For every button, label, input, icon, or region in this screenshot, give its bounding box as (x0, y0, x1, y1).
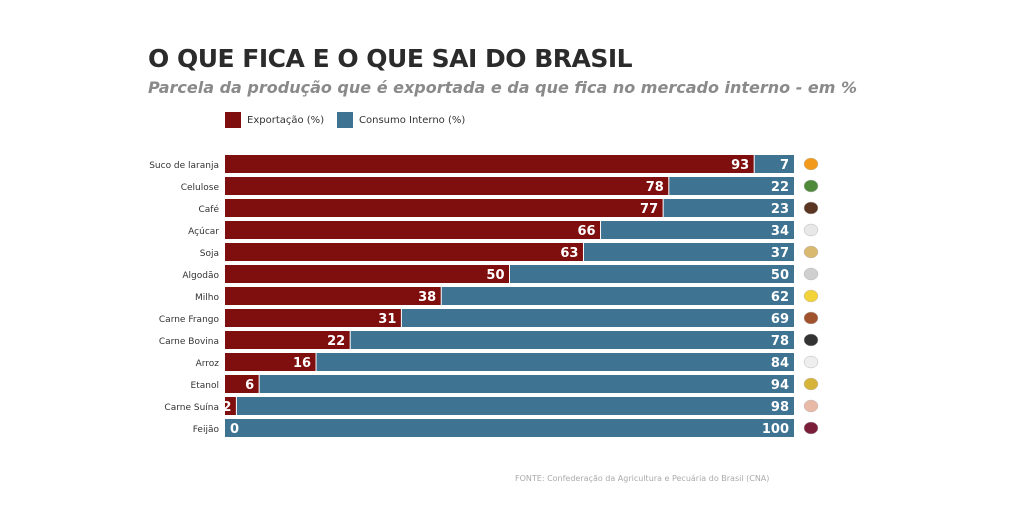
leaf-icon (803, 179, 819, 193)
data-label-consumo: 22 (771, 180, 789, 195)
bar-consumo (225, 419, 794, 437)
data-label-exportacao: 31 (378, 312, 396, 327)
category-label: Arroz (196, 359, 220, 369)
data-label-exportacao: 22 (327, 334, 345, 349)
bar-exportacao (225, 353, 317, 371)
category-label: Celulose (181, 183, 220, 193)
data-label-consumo: 50 (771, 268, 789, 283)
data-label-exportacao: 66 (577, 224, 595, 239)
bar-exportacao (225, 177, 669, 195)
bar-consumo (259, 375, 794, 393)
bar-exportacao (225, 243, 584, 261)
bar-consumo (236, 397, 794, 415)
ethanol-drop-icon (803, 377, 819, 391)
bar-consumo (583, 243, 794, 261)
legend-label-exportacao: Exportação (%) (247, 114, 325, 126)
category-label: Açúcar (188, 227, 219, 237)
bar-exportacao (225, 265, 510, 283)
data-label-consumo: 34 (771, 224, 789, 239)
bar-exportacao (225, 221, 601, 239)
category-label: Algodão (182, 271, 219, 281)
bar-consumo (441, 287, 794, 305)
source-note: FONTE: Confederação da Agricultura e Pec… (515, 474, 770, 483)
bar-consumo (316, 353, 794, 371)
data-label-exportacao: 50 (486, 268, 504, 283)
data-label-exportacao: 2 (222, 400, 231, 415)
cotton-icon (803, 267, 819, 281)
category-label: Milho (195, 293, 219, 303)
orange-icon (803, 157, 819, 171)
bar-exportacao (225, 331, 351, 349)
data-label-consumo: 98 (771, 400, 789, 415)
bar-exportacao (225, 397, 237, 415)
bar-exportacao (225, 155, 755, 173)
data-label-consumo: 7 (780, 158, 789, 173)
coffee-bean-icon (803, 201, 819, 215)
sugar-icon (803, 223, 819, 237)
legend-item-exportacao: Exportação (%) (225, 112, 324, 128)
data-label-exportacao: 38 (418, 290, 436, 305)
chart-title: O QUE FICA E O QUE SAI DO BRASIL (148, 44, 633, 73)
category-label: Carne Suína (164, 403, 219, 413)
soybean-icon (803, 245, 819, 259)
category-label: Carne Bovina (159, 337, 219, 347)
chicken-icon (803, 311, 819, 325)
legend-label-consumo: Consumo Interno (%) (359, 114, 466, 126)
data-label-consumo: 78 (771, 334, 789, 349)
bar-consumo (401, 309, 794, 327)
category-label: Etanol (191, 381, 219, 391)
data-label-exportacao: 93 (731, 158, 749, 173)
bar-consumo (668, 177, 794, 195)
bar-consumo (350, 331, 794, 349)
legend-item-consumo: Consumo Interno (%) (337, 112, 465, 128)
data-label-exportacao: 63 (560, 246, 578, 261)
cow-icon (803, 333, 819, 347)
bar-consumo (509, 265, 794, 283)
data-label-consumo: 62 (771, 290, 789, 305)
bar-consumo (754, 155, 794, 173)
pig-icon (803, 399, 819, 413)
legend-swatch-consumo (337, 112, 353, 128)
bar-exportacao (225, 199, 664, 217)
data-label-exportacao: 0 (230, 422, 239, 437)
data-label-consumo: 23 (771, 202, 789, 217)
category-label: Carne Frango (159, 315, 220, 325)
bar-exportacao (225, 309, 402, 327)
data-label-consumo: 69 (771, 312, 789, 327)
corn-icon (803, 289, 819, 303)
data-label-exportacao: 6 (245, 378, 254, 393)
rice-icon (803, 355, 819, 369)
legend-swatch-exportacao (225, 112, 241, 128)
data-label-consumo: 100 (762, 422, 789, 437)
bean-icon (803, 421, 819, 435)
category-label: Suco de laranja (149, 161, 219, 171)
bar-consumo (600, 221, 794, 239)
bar-exportacao (225, 375, 260, 393)
category-label: Soja (200, 249, 219, 259)
data-label-exportacao: 78 (646, 180, 664, 195)
category-label: Feijão (193, 425, 220, 435)
data-label-consumo: 37 (771, 246, 789, 261)
data-label-exportacao: 77 (640, 202, 658, 217)
bar-exportacao (225, 287, 442, 305)
bar-consumo (663, 199, 794, 217)
data-label-consumo: 84 (771, 356, 789, 371)
data-label-exportacao: 16 (293, 356, 311, 371)
category-label: Café (198, 204, 219, 215)
data-label-consumo: 94 (771, 378, 789, 393)
chart-subtitle: Parcela da produção que é exportada e da… (148, 78, 858, 97)
